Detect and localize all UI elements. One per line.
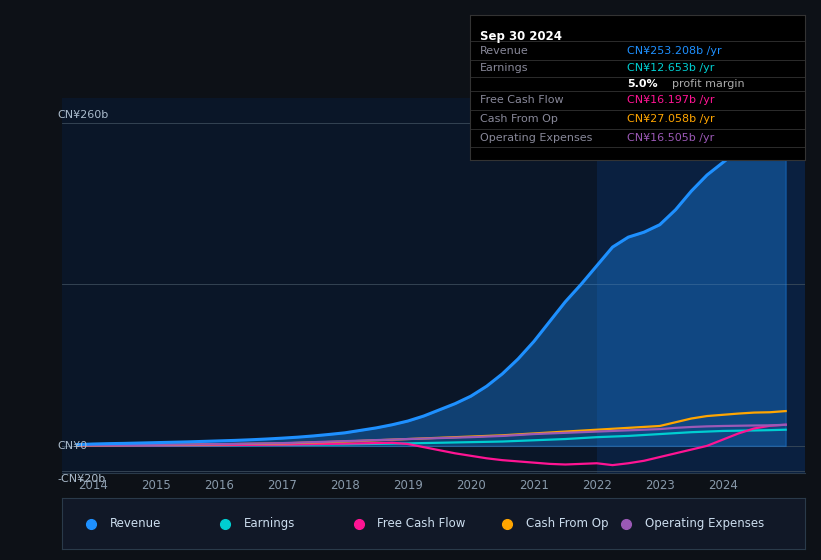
Text: Cash From Op: Cash From Op: [479, 114, 557, 124]
Text: Operating Expenses: Operating Expenses: [479, 133, 592, 143]
Text: Operating Expenses: Operating Expenses: [644, 517, 764, 530]
Text: CN¥16.505b /yr: CN¥16.505b /yr: [627, 133, 714, 143]
Text: CN¥253.208b /yr: CN¥253.208b /yr: [627, 45, 722, 55]
Text: Free Cash Flow: Free Cash Flow: [479, 95, 563, 105]
Text: Revenue: Revenue: [479, 45, 529, 55]
Text: -CN¥20b: -CN¥20b: [57, 474, 106, 483]
Text: CN¥12.653b /yr: CN¥12.653b /yr: [627, 63, 714, 73]
Text: Revenue: Revenue: [110, 517, 161, 530]
Text: Sep 30 2024: Sep 30 2024: [479, 30, 562, 43]
Text: CN¥0: CN¥0: [57, 441, 88, 451]
Text: Earnings: Earnings: [479, 63, 528, 73]
Text: profit margin: profit margin: [672, 79, 745, 88]
Text: CN¥27.058b /yr: CN¥27.058b /yr: [627, 114, 714, 124]
Text: CN¥16.197b /yr: CN¥16.197b /yr: [627, 95, 714, 105]
Text: Earnings: Earnings: [244, 517, 295, 530]
Text: Free Cash Flow: Free Cash Flow: [378, 517, 466, 530]
Text: Cash From Op: Cash From Op: [526, 517, 608, 530]
Text: CN¥260b: CN¥260b: [57, 110, 108, 120]
Text: 5.0%: 5.0%: [627, 79, 658, 88]
Bar: [597, 98, 805, 473]
